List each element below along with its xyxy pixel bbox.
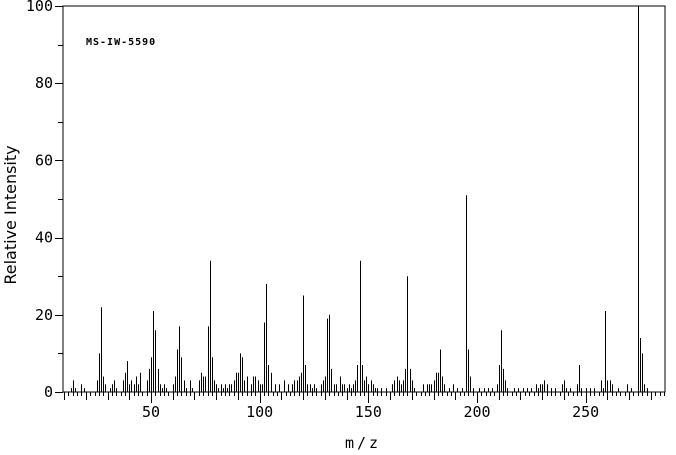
x-tick-label-150: 150 [355,403,382,421]
spectrum-id-annotation: MS-IW-5590 [86,37,156,48]
x-axis-ticks [64,392,665,403]
y-tick-label-40: 40 [35,229,53,247]
y-tick-label-20: 20 [35,306,53,324]
x-axis-label: m/z [345,434,381,452]
y-tick-label-80: 80 [35,74,53,92]
y-axis-label: Relative Intensity [1,145,20,284]
y-tick-label-100: 100 [26,0,53,15]
x-tick-label-100: 100 [246,403,273,421]
peak-lines [71,6,648,392]
x-axis-tick-labels: 50 100 150 200 250 [142,403,599,421]
x-tick-label-250: 250 [572,403,599,421]
y-tick-label-0: 0 [44,383,53,401]
x-tick-label-50: 50 [142,403,160,421]
y-axis-ticks [55,6,63,393]
x-tick-label-200: 200 [463,403,490,421]
y-axis-tick-labels: 0 20 40 60 80 100 [26,0,53,401]
y-tick-label-60: 60 [35,151,53,169]
